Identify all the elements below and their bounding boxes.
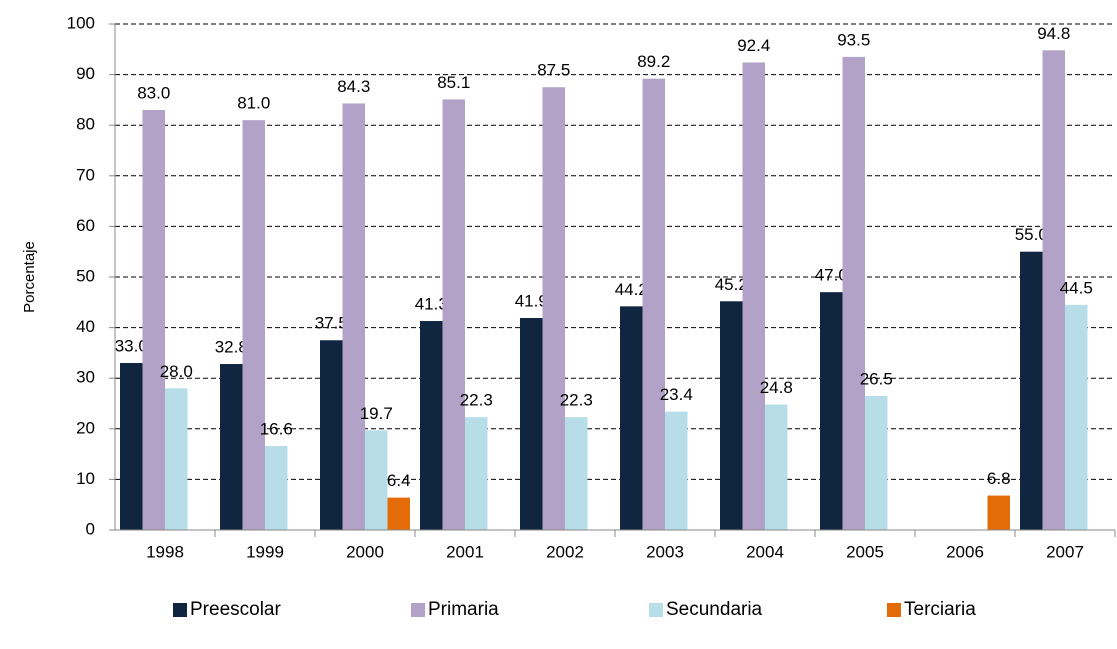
value-label: 93.5 bbox=[837, 30, 870, 49]
y-tick-label: 40 bbox=[76, 317, 95, 336]
value-label: 6.8 bbox=[987, 469, 1011, 488]
bar bbox=[765, 404, 788, 530]
value-label: 19.7 bbox=[360, 404, 393, 423]
bar bbox=[342, 103, 365, 530]
x-tick-label: 2003 bbox=[646, 542, 684, 561]
value-label: 28.0 bbox=[160, 362, 193, 381]
value-label: 22.3 bbox=[560, 391, 593, 410]
legend-label: Preescolar bbox=[190, 599, 281, 620]
bar bbox=[442, 99, 465, 531]
legend-swatch bbox=[649, 603, 663, 617]
y-tick-label: 50 bbox=[76, 266, 95, 285]
bar bbox=[987, 495, 1010, 530]
y-tick-label: 80 bbox=[76, 115, 95, 134]
bar bbox=[820, 292, 843, 530]
bar bbox=[1065, 304, 1088, 530]
value-label: 45.2 bbox=[715, 275, 748, 294]
y-tick-label: 30 bbox=[76, 368, 95, 387]
value-label: 23.4 bbox=[660, 385, 693, 404]
value-label: 44.2 bbox=[615, 280, 648, 299]
x-tick-label: 1998 bbox=[146, 542, 184, 561]
bar bbox=[720, 301, 743, 530]
y-tick-label: 100 bbox=[67, 13, 95, 32]
value-label: 37.5 bbox=[315, 314, 348, 333]
legend-swatch bbox=[411, 603, 425, 617]
value-label: 41.9 bbox=[515, 291, 548, 310]
y-tick-label: 60 bbox=[76, 216, 95, 235]
bar bbox=[665, 411, 688, 530]
value-label: 94.8 bbox=[1037, 24, 1070, 43]
bar bbox=[742, 62, 765, 531]
legend-swatch bbox=[887, 603, 901, 617]
x-tick-label: 2002 bbox=[546, 542, 584, 561]
value-label: 87.5 bbox=[537, 61, 570, 80]
value-label: 81.0 bbox=[237, 94, 270, 113]
bar bbox=[265, 446, 288, 530]
legend-label: Terciaria bbox=[904, 599, 976, 620]
bar bbox=[1042, 50, 1065, 530]
value-label: 92.4 bbox=[737, 36, 770, 55]
value-label: 33.0 bbox=[115, 337, 148, 356]
bar bbox=[420, 321, 443, 530]
x-tick-label: 2006 bbox=[946, 542, 984, 561]
value-label: 55.0 bbox=[1015, 225, 1048, 244]
x-tick-label: 2004 bbox=[746, 542, 784, 561]
x-tick-label: 2000 bbox=[346, 542, 384, 561]
bar bbox=[842, 56, 865, 530]
x-tick-label: 2005 bbox=[846, 542, 884, 561]
bar bbox=[120, 363, 143, 530]
y-tick-label: 70 bbox=[76, 165, 95, 184]
value-label: 26.5 bbox=[860, 369, 893, 388]
value-label: 85.1 bbox=[437, 73, 470, 92]
bar bbox=[165, 388, 188, 530]
value-label: 16.6 bbox=[260, 419, 293, 438]
bar bbox=[220, 364, 243, 530]
value-label: 83.0 bbox=[137, 84, 170, 103]
value-label: 47.0 bbox=[815, 266, 848, 285]
bar bbox=[542, 87, 565, 530]
legend-label: Primaria bbox=[428, 599, 499, 620]
bar bbox=[1020, 251, 1043, 530]
legend-swatch bbox=[173, 603, 187, 617]
bar bbox=[520, 317, 543, 530]
x-tick-label: 1999 bbox=[246, 542, 284, 561]
value-label: 89.2 bbox=[637, 52, 670, 71]
bar bbox=[620, 306, 643, 530]
legend-label: Secundaria bbox=[666, 599, 763, 620]
y-axis-label: Porcentaje bbox=[21, 241, 38, 313]
bar bbox=[642, 78, 665, 530]
value-label: 24.8 bbox=[760, 378, 793, 397]
value-label: 22.3 bbox=[460, 391, 493, 410]
y-tick-label: 0 bbox=[86, 519, 95, 538]
value-label: 84.3 bbox=[337, 77, 370, 96]
bar bbox=[465, 417, 488, 530]
value-label: 41.3 bbox=[415, 295, 448, 314]
y-tick-label: 10 bbox=[76, 469, 95, 488]
bar bbox=[320, 340, 343, 530]
bar bbox=[365, 430, 388, 530]
y-tick-label: 90 bbox=[76, 64, 95, 83]
value-label: 44.5 bbox=[1060, 278, 1093, 297]
bar bbox=[142, 110, 165, 531]
bar bbox=[565, 417, 588, 530]
x-tick-label: 2007 bbox=[1046, 542, 1084, 561]
bar bbox=[387, 497, 410, 530]
value-label: 6.4 bbox=[387, 471, 411, 490]
y-tick-label: 20 bbox=[76, 418, 95, 437]
value-label: 32.8 bbox=[215, 338, 248, 357]
bar bbox=[865, 395, 888, 530]
x-tick-label: 2001 bbox=[446, 542, 484, 561]
bar bbox=[242, 120, 265, 530]
